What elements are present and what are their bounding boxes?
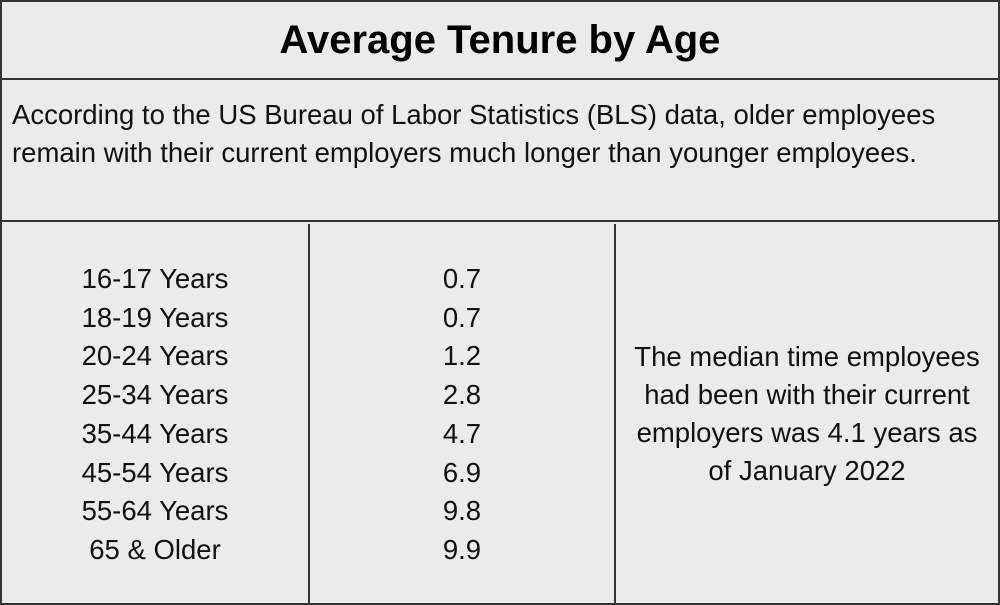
- tenure-value: 9.8: [442, 495, 482, 527]
- age-group: 25-34 Years: [81, 379, 229, 411]
- intro-text: According to the US Bureau of Labor Stat…: [2, 80, 998, 222]
- title: Average Tenure by Age: [2, 2, 998, 80]
- tenure-value: 6.9: [442, 456, 482, 488]
- age-group: 16-17 Years: [81, 263, 229, 294]
- tenure-value: 9.9: [442, 533, 482, 565]
- tenure-value: 0.7: [442, 301, 482, 333]
- age-group: 55-64 Years: [81, 495, 229, 527]
- tenure-value: 2.8: [442, 379, 482, 411]
- age-group: 65 & Older: [89, 533, 221, 565]
- tenure-value: 1.2: [442, 340, 482, 372]
- age-group: 35-44 Years: [81, 417, 229, 449]
- age-group: 45-54 Years: [81, 456, 229, 488]
- tenure-value: 0.7: [442, 263, 482, 294]
- tenure-value: 4.7: [442, 417, 482, 449]
- note: The median time employees had been with …: [634, 340, 980, 486]
- age-column: 16-17 Years 18-19 Years 20-24 Years 25-34 Y…: [2, 224, 310, 603]
- note-cell: The median time employees had been with …: [616, 224, 998, 603]
- tenure-column: 0.7 0.7 1.2 2.8 4.7 6.9 9.8 9.9: [310, 224, 616, 603]
- age-group: 18-19 Years: [81, 301, 229, 333]
- age-group: 20-24 Years: [81, 340, 229, 372]
